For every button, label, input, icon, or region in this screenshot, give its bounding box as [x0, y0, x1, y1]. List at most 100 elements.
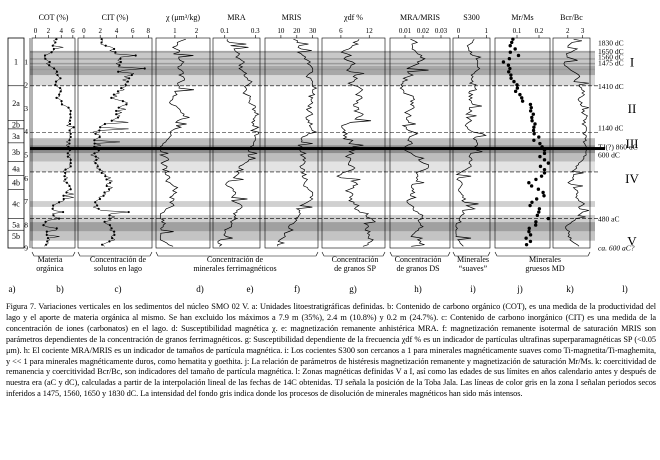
- bottom-label-line: orgánica: [36, 264, 64, 273]
- profile-line: [89, 39, 145, 247]
- date-label: 1140 dC: [598, 124, 623, 133]
- bracket: [389, 251, 451, 257]
- depth-label-4: 4: [24, 127, 28, 136]
- bottom-label: Minerales gruesos MD: [525, 255, 565, 273]
- profile-line: [159, 38, 195, 247]
- data-point: [536, 187, 541, 191]
- zone-V: V: [627, 234, 637, 249]
- data-point: [528, 239, 533, 244]
- date-label: 1410 dC: [598, 82, 624, 91]
- unit-label-3a: 3a: [12, 132, 20, 141]
- data-point: [542, 171, 547, 175]
- bracket: [155, 251, 319, 257]
- data-point: [511, 37, 515, 41]
- panel-frame: [31, 37, 76, 249]
- panel-frame: [321, 37, 386, 249]
- data-point: [515, 83, 519, 87]
- data-point: [530, 119, 534, 123]
- data-point: [513, 47, 517, 51]
- date-label: TJ(?) 860 dC: [598, 142, 638, 151]
- tick-label: 6: [339, 27, 343, 35]
- panel-title: MRIS: [282, 13, 302, 22]
- data-point: [531, 112, 536, 116]
- toba-jala-line: [30, 147, 605, 151]
- tick-label: 0: [82, 27, 86, 35]
- gray-band: [30, 201, 595, 207]
- tick-label: 4: [59, 27, 63, 35]
- gray-band: [30, 153, 595, 162]
- unit-label-2b: 2b: [12, 121, 20, 130]
- bottom-label: Concentración de granos SP: [332, 255, 379, 273]
- data-point: [528, 203, 532, 208]
- data-point: [531, 128, 536, 133]
- data-point: [534, 197, 539, 201]
- depth-label-5: 5: [24, 151, 28, 160]
- profile-line: [336, 38, 377, 247]
- tick-label: 2: [47, 27, 51, 35]
- bottom-label-line: Concentración de: [90, 255, 147, 264]
- tick-label: 0.2: [535, 27, 544, 35]
- tick-label: 2: [195, 27, 199, 35]
- date-label: 600 dC: [598, 151, 620, 160]
- figure-caption: Figura 7. Variaciones verticales en los …: [6, 302, 656, 400]
- bracket: [321, 251, 386, 257]
- bottom-label-line: Concentración: [332, 255, 379, 264]
- profile-line: [217, 39, 260, 247]
- bottom-label: Concentración de granos DS: [395, 255, 442, 273]
- panel-frame: [264, 37, 319, 249]
- data-point: [542, 167, 547, 172]
- tick-label: 0: [457, 27, 461, 35]
- data-point: [508, 66, 512, 71]
- data-point: [520, 96, 524, 100]
- data-point: [512, 79, 516, 84]
- panel-letter: h): [414, 284, 422, 294]
- unit-label-5b: 5b: [12, 232, 20, 241]
- panel-title: MRA: [227, 13, 245, 22]
- panel-frame: [452, 37, 491, 249]
- profile-line: [563, 38, 589, 247]
- bottom-label-line: “suaves”: [459, 264, 488, 273]
- panel-frame: [212, 37, 261, 249]
- panel-title: Bcr/Bc: [560, 13, 583, 22]
- panel-h: MRA/MRIS 0.01 0.02 0.03: [389, 13, 451, 249]
- panel-title: MRA/MRIS: [400, 13, 440, 22]
- date-label: 480 aC: [598, 215, 619, 224]
- data-point: [528, 109, 533, 113]
- panel-title: CIT (%): [102, 13, 129, 22]
- tick-label: 0.1: [220, 27, 229, 35]
- panel-f: MRIS 10 20 30: [264, 13, 319, 249]
- panel-c: CIT (%) 0 2 4 6 8: [77, 13, 153, 249]
- tick-label: 1: [485, 27, 489, 35]
- panel-frame: [77, 37, 153, 249]
- bottom-label-line: Concentración de: [207, 255, 264, 264]
- tick-label: 20: [293, 27, 301, 35]
- panel-frame: [155, 37, 211, 249]
- panel-letter: f): [294, 284, 300, 294]
- bottom-label: Concentración de minerales ferrimagnético…: [193, 255, 276, 273]
- date-label: 1475 dC: [598, 58, 624, 67]
- bottom-label-line: solutos en lago: [94, 264, 142, 273]
- data-point: [541, 190, 545, 195]
- profile-line: [455, 38, 487, 247]
- depth-axis: 1 2 3 4 5 6 7 8 9: [24, 38, 31, 253]
- data-point: [530, 200, 534, 204]
- data-point: [508, 50, 513, 54]
- gray-band: [30, 222, 595, 232]
- bottom-label-line: Minerales: [457, 255, 489, 264]
- panel-letter: j): [516, 284, 523, 294]
- data-point: [539, 174, 544, 178]
- date-label: ca. 600 aC?: [598, 244, 635, 253]
- data-point: [542, 151, 547, 156]
- data-point: [532, 132, 536, 136]
- data-point: [528, 233, 533, 237]
- panel-e: MRA 0.1 0.3: [212, 13, 261, 249]
- data-point: [546, 161, 551, 165]
- tick-label: 8: [147, 27, 151, 35]
- data-point: [524, 236, 528, 240]
- caption-text: Figura 7. Variaciones verticales en los …: [6, 302, 656, 399]
- bracket: [494, 251, 591, 257]
- zone-II: II: [628, 101, 637, 116]
- data-point: [524, 242, 529, 247]
